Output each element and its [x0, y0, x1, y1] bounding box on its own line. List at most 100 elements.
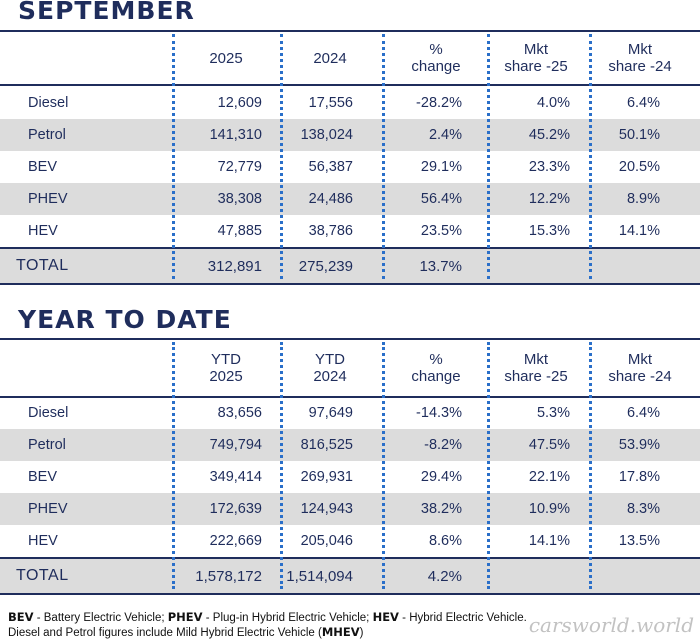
ytd-table-row: BEV 349,414 269,931 29.4% 22.1% 17.8%	[0, 461, 700, 493]
september-row-value: 14.1%	[618, 223, 660, 239]
ytd-row-value: 38.2%	[420, 501, 462, 517]
september-column-header-line: 2024	[313, 49, 347, 67]
ytd-row-value: 17.8%	[618, 469, 660, 485]
september-column-header-line: Mkt	[523, 41, 549, 58]
september-column-header-line: Mkt	[627, 41, 653, 58]
ytd-row-value: 8.6%	[428, 533, 462, 549]
september-row-value: 4.0%	[536, 95, 570, 111]
september-row-value: 47,885	[217, 223, 262, 239]
ytd-header-rule	[0, 396, 700, 398]
september-column-header-line: share -25	[504, 58, 568, 75]
september-row-value: 2.4%	[428, 127, 462, 143]
september-row-value: 6.4%	[626, 95, 660, 111]
ytd-top-rule	[0, 338, 700, 340]
ytd-row-value: 10.9%	[528, 501, 570, 517]
ytd-bottom-rule	[0, 593, 700, 595]
ytd-column-header-line: change	[411, 368, 461, 385]
september-row-value: 23.5%	[420, 223, 462, 239]
september-column-divider	[280, 34, 283, 279]
september-row-value: 56,387	[308, 159, 353, 175]
ytd-table-row: Petrol 749,794 816,525 -8.2% 47.5% 53.9%	[0, 429, 700, 461]
september-column-header-line: %	[429, 41, 443, 58]
ytd-column-divider	[172, 342, 175, 589]
ytd-row-value: -8.2%	[424, 437, 462, 453]
september-header-rule	[0, 84, 700, 86]
september-column-header: 2024	[275, 32, 385, 84]
september-column-header: 2025	[171, 32, 281, 84]
ytd-row-value: 22.1%	[528, 469, 570, 485]
september-row-label: PHEV	[28, 191, 68, 207]
september-total-label: TOTAL	[16, 257, 69, 274]
september-row-value: 141,310	[209, 127, 262, 143]
september-top-rule	[0, 30, 700, 32]
september-row-value: 24,486	[308, 191, 353, 207]
ytd-column-header-line: Mkt	[627, 351, 653, 368]
ytd-row-label: HEV	[28, 533, 58, 549]
ytd-total-label: TOTAL	[16, 567, 69, 584]
ytd-row-value: 749,794	[209, 437, 262, 453]
ytd-row-value: 13.5%	[618, 533, 660, 549]
mhev-term: MHEV	[321, 625, 360, 639]
ytd-column-header-line: %	[429, 351, 443, 368]
ytd-table-row: HEV 222,669 205,046 8.6% 14.1% 13.5%	[0, 525, 700, 557]
ytd-row-value: 53.9%	[618, 437, 660, 453]
ytd-column-header-line: 2024	[313, 368, 347, 385]
ytd-table-row: PHEV 172,639 124,943 38.2% 10.9% 8.3%	[0, 493, 700, 525]
ytd-row-value: 172,639	[209, 501, 262, 517]
mhev-note-text: Diesel and Petrol figures include Mild H…	[8, 627, 322, 639]
abbreviation-definition: - Hybrid Electric Vehicle.	[398, 612, 527, 624]
abbreviation-definition: - Plug-in Hybrid Electric Vehicle;	[202, 612, 373, 624]
september-row-value: 20.5%	[618, 159, 660, 175]
ytd-column-header-line: share -24	[608, 368, 672, 385]
september-table-row: Diesel 12,609 17,556 -28.2% 4.0% 6.4%	[0, 87, 700, 119]
september-total-value: 13.7%	[419, 257, 462, 275]
september-column-divider	[382, 34, 385, 279]
september-total-value: 312,891	[207, 257, 262, 275]
september-column-header-line: share -24	[608, 58, 672, 75]
september-column-header: Mkt share -25	[481, 32, 591, 84]
september-column-header-line: change	[411, 58, 461, 75]
september-row-value: 72,779	[217, 159, 262, 175]
mhev-note-end: )	[359, 627, 364, 639]
ytd-total-row: TOTAL 1,578,172 1,514,094 4.2%	[0, 559, 700, 593]
september-table-row: BEV 72,779 56,387 29.1% 23.3% 20.5%	[0, 151, 700, 183]
ytd-row-value: 5.3%	[536, 405, 570, 421]
ytd-column-header: % change	[381, 340, 491, 396]
ytd-row-value: 29.4%	[420, 469, 462, 485]
ytd-row-value: 816,525	[300, 437, 353, 453]
september-total-row: TOTAL 312,891 275,239 13.7%	[0, 249, 700, 283]
ytd-row-value: 97,649	[308, 405, 353, 421]
september-row-label: Diesel	[28, 95, 69, 111]
september-row-value: 15.3%	[528, 223, 570, 239]
ytd-row-value: 205,046	[300, 533, 353, 549]
september-row-value: 29.1%	[420, 159, 462, 175]
ytd-row-value: 349,414	[209, 469, 262, 485]
september-total-value: 275,239	[298, 257, 353, 275]
ytd-table-row: Diesel 83,656 97,649 -14.3% 5.3% 6.4%	[0, 397, 700, 429]
september-total-rule	[0, 247, 700, 249]
september-row-value: 8.9%	[626, 191, 660, 207]
ytd-total-value: 1,578,172	[195, 567, 262, 585]
ytd-column-header: YTD 2025	[171, 340, 281, 396]
ytd-total-value: 4.2%	[427, 567, 462, 585]
ytd-row-value: -14.3%	[416, 405, 462, 421]
ytd-row-value: 83,656	[217, 405, 262, 421]
september-column-divider	[487, 34, 490, 279]
september-row-value: 17,556	[308, 95, 353, 111]
watermark: carsworld.world	[528, 613, 694, 637]
september-row-value: 12.2%	[528, 191, 570, 207]
ytd-total-value: 1,514,094	[286, 567, 353, 585]
ytd-column-header-line: YTD	[211, 351, 241, 368]
ytd-row-value: 6.4%	[626, 405, 660, 421]
september-table-row: HEV 47,885 38,786 23.5% 15.3% 14.1%	[0, 215, 700, 247]
abbreviation-term: BEV	[8, 610, 34, 624]
september-column-header: Mkt share -24	[585, 32, 695, 84]
ytd-column-header: Mkt share -24	[585, 340, 695, 396]
ytd-row-label: PHEV	[28, 501, 68, 517]
abbreviation-term: PHEV	[167, 610, 203, 624]
september-row-value: 50.1%	[618, 127, 660, 143]
ytd-column-header-line: Mkt	[523, 351, 549, 368]
ytd-row-value: 8.3%	[626, 501, 660, 517]
september-row-label: Petrol	[28, 127, 66, 143]
ytd-row-value: 47.5%	[528, 437, 570, 453]
